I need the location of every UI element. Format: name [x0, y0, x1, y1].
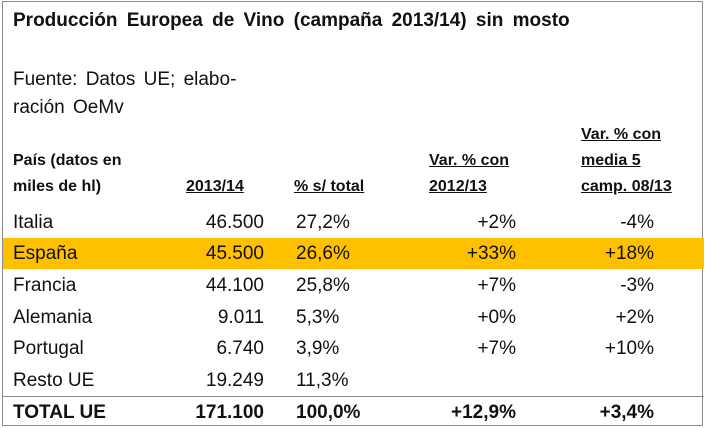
- cell-country: Alemania: [13, 307, 93, 328]
- header-country: País (datos en miles de hl): [13, 148, 121, 200]
- header-country-line2: miles de hl): [13, 178, 102, 195]
- header-var-avg-line1: Var. % con: [581, 126, 662, 143]
- cell-var-prev: +7%: [477, 275, 516, 296]
- header-production: 2013/14: [186, 178, 244, 195]
- cell-production: 46.500: [205, 212, 264, 233]
- cell-var-avg: +18%: [604, 243, 654, 264]
- table-row-francia: Francia 44.100 25,8% +7% -3%: [3, 270, 704, 301]
- cell-country: Resto UE: [13, 370, 95, 391]
- cell-production: 9.011: [217, 307, 264, 328]
- cell-var-prev: +7%: [477, 338, 516, 359]
- cell-country: Italia: [13, 212, 54, 233]
- cell-production: 44.100: [205, 275, 264, 296]
- table-title: Producción Europea de Vino (campaña 2013…: [13, 10, 570, 31]
- cell-share: 26,6%: [296, 243, 350, 264]
- cell-share: 100,0%: [296, 402, 361, 423]
- header-var-prev: Var. % con 2012/13: [429, 148, 509, 200]
- table-row-total: TOTAL UE 171.100 100,0% +12,9% +3,4%: [3, 396, 704, 428]
- cell-var-avg: +3,4%: [599, 402, 654, 423]
- cell-var-prev: +0%: [477, 307, 516, 328]
- table-row-espana: España 45.500 26,6% +33% +18%: [3, 238, 704, 269]
- cell-share: 11,3%: [296, 370, 349, 391]
- table-row-portugal: Portugal 6.740 3,9% +7% +10%: [3, 333, 704, 364]
- header-var-prev-line1: Var. % con: [429, 152, 510, 169]
- header-var-avg-line3: camp. 08/13: [581, 178, 672, 195]
- table-row-italia: Italia 46.500 27,2% +2% -4%: [3, 207, 704, 238]
- header-var-avg: Var. % con media 5 camp. 08/13: [581, 122, 672, 200]
- cell-share: 27,2%: [296, 212, 350, 233]
- cell-country: España: [13, 243, 78, 264]
- cell-share: 25,8%: [296, 275, 350, 296]
- cell-production: 45.500: [205, 243, 264, 264]
- cell-var-prev: +33%: [466, 243, 516, 264]
- cell-var-avg: +10%: [604, 338, 654, 359]
- cell-production: 6.740: [216, 338, 264, 359]
- header-var-prev-line2: 2012/13: [429, 178, 487, 195]
- cell-var-prev: +12,9%: [451, 402, 516, 423]
- header-var-avg-line2: media 5: [581, 152, 641, 169]
- header-share: % s/ total: [294, 178, 365, 195]
- cell-share: 5,3%: [296, 307, 340, 328]
- table-row-resto-ue: Resto UE 19.249 11,3%: [3, 365, 704, 396]
- table-row-alemania: Alemania 9.011 5,3% +0% +2%: [3, 302, 704, 333]
- cell-var-avg: +2%: [615, 307, 654, 328]
- cell-var-prev: +2%: [477, 212, 516, 233]
- cell-var-avg: -4%: [620, 212, 654, 233]
- cell-production: 171.100: [195, 402, 264, 423]
- cell-country: TOTAL UE: [13, 402, 106, 423]
- cell-country: Portugal: [13, 338, 84, 359]
- header-country-line1: País (datos en: [13, 152, 122, 169]
- cell-production: 19.249: [205, 370, 264, 391]
- cell-country: Francia: [13, 275, 77, 296]
- cell-var-avg: -3%: [620, 275, 654, 296]
- source-note: Fuente: Datos UE; elabo- ración OeMv: [13, 69, 237, 118]
- cell-share: 3,9%: [296, 338, 340, 359]
